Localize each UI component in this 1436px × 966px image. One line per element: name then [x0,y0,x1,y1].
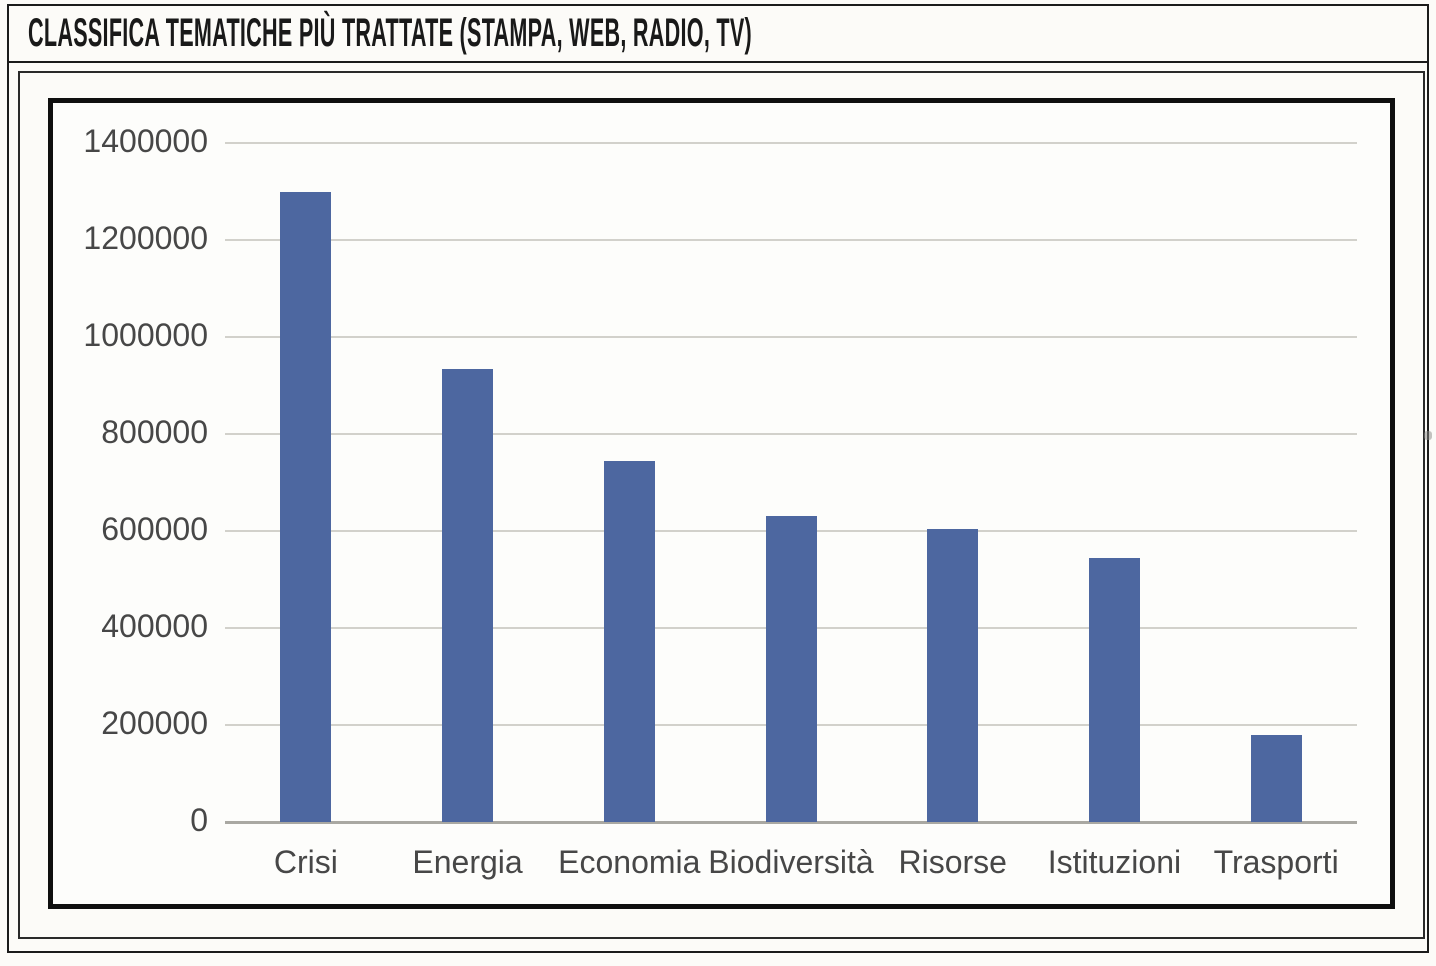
page-title: CLASSIFICA TEMATICHE PIÙ TRATTATE (STAMP… [28,11,753,55]
bar-trasporti [1250,734,1302,822]
x-category-label: Risorse [898,844,1007,880]
gridline [225,239,1357,241]
plot-area: 0 200000 400000 600000 800000 1000000 1200000 1… [83,123,1357,880]
y-tick-label: 1200000 [83,220,208,257]
x-category-label: Economia [558,844,701,880]
y-tick-label: 1400000 [83,123,208,160]
chart-frame [48,98,1395,909]
x-category-label: Istituzioni [1047,844,1182,880]
x-category-label: Energia [412,844,523,880]
x-axis-baseline [225,821,1357,824]
y-tick-label: 0 [190,802,208,839]
gridline [225,433,1357,435]
bar-economia [603,460,655,822]
y-tick-label: 1000000 [83,317,208,354]
x-category-label: Biodiversità [708,844,874,880]
bar-energia [442,368,494,822]
bar-istituzioni [1088,557,1140,822]
y-tick-label: 600000 [101,511,208,548]
x-category-label: Crisi [273,844,338,880]
y-tick-label: 800000 [101,414,208,451]
header-band: CLASSIFICA TEMATICHE PIÙ TRATTATE (STAMP… [7,4,1429,63]
bar-biodiversita [765,516,817,822]
x-category-label: Trasporti [1213,844,1339,880]
scan-artifact [1424,431,1432,440]
gridline [225,142,1357,144]
bar-risorse [927,528,979,822]
bar-crisi [280,191,332,822]
gridline [225,336,1357,338]
y-tick-label: 200000 [101,705,208,742]
y-tick-label: 400000 [101,608,208,645]
